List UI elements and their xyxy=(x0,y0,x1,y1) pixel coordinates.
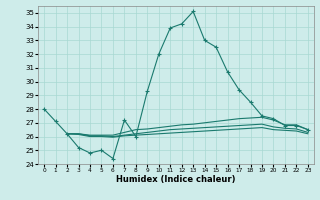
X-axis label: Humidex (Indice chaleur): Humidex (Indice chaleur) xyxy=(116,175,236,184)
